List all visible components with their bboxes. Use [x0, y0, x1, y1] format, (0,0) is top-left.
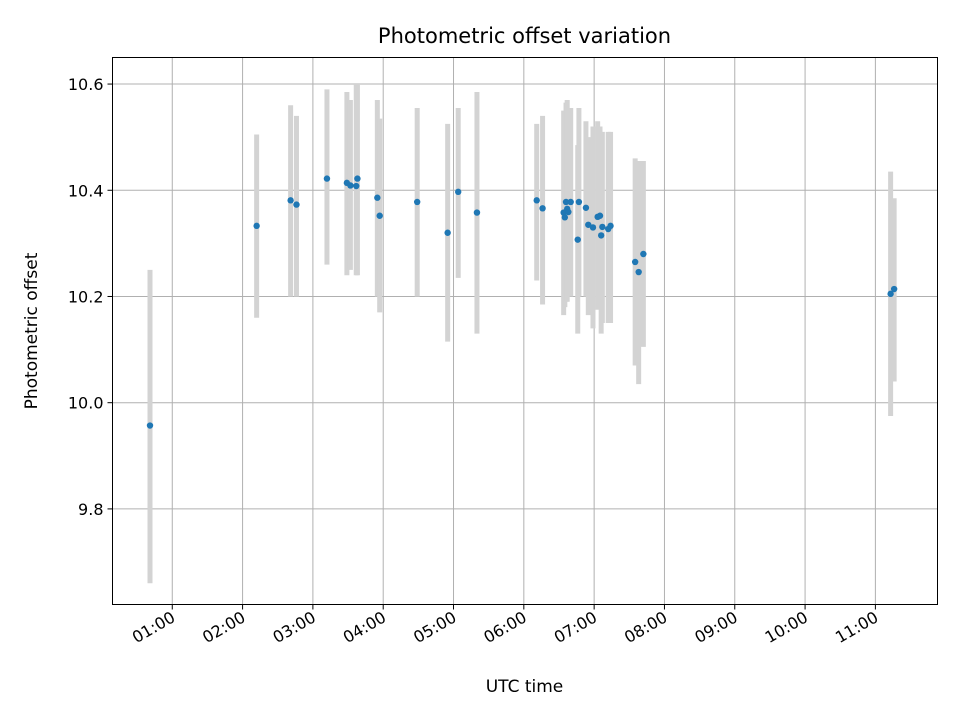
data-point: [253, 222, 260, 230]
data-point: [473, 209, 481, 216]
data-point: [575, 198, 583, 206]
data-point: [353, 182, 360, 190]
data-point: [323, 175, 331, 182]
data-point: [561, 214, 569, 221]
data-point: [640, 250, 647, 258]
data-points: [146, 175, 898, 429]
y-tick-label: 10.6: [68, 75, 104, 94]
plot-frame: [112, 57, 938, 605]
data-point: [347, 182, 354, 189]
y-tick-label: 10.4: [68, 181, 104, 200]
data-point: [574, 236, 581, 243]
data-point: [565, 208, 572, 216]
data-point: [596, 212, 604, 219]
data-point: [597, 232, 605, 239]
data-point: [585, 221, 592, 228]
data-point: [562, 198, 570, 206]
y-tick-label: 9.8: [78, 500, 103, 519]
data-point: [354, 175, 361, 182]
data-point: [539, 205, 546, 212]
data-point: [631, 258, 639, 266]
data-point: [567, 198, 574, 206]
data-point: [890, 285, 898, 293]
x-axis-title: UTC time: [486, 677, 564, 697]
data-point: [374, 194, 381, 201]
data-point: [376, 212, 383, 219]
data-point: [887, 290, 894, 298]
data-point: [582, 204, 590, 211]
y-axis-ticks: 9.8 10.0 10.2 10.4 10.6: [68, 75, 113, 519]
data-point: [607, 222, 614, 230]
data-point: [287, 197, 294, 204]
data-point: [599, 223, 606, 231]
y-tick-label: 10.2: [68, 287, 104, 306]
data-point: [444, 229, 451, 236]
data-point: [589, 224, 597, 231]
data-point: [413, 198, 421, 206]
chart-title: Photometric offset variation: [378, 24, 671, 48]
y-axis-title: Photometric offset: [22, 252, 42, 409]
data-point: [533, 197, 540, 204]
data-point: [146, 422, 154, 429]
data-point: [293, 201, 300, 208]
y-tick-label: 10.0: [68, 394, 104, 413]
data-point: [635, 268, 642, 276]
data-point: [455, 188, 462, 196]
grid-lines: [112, 57, 938, 605]
